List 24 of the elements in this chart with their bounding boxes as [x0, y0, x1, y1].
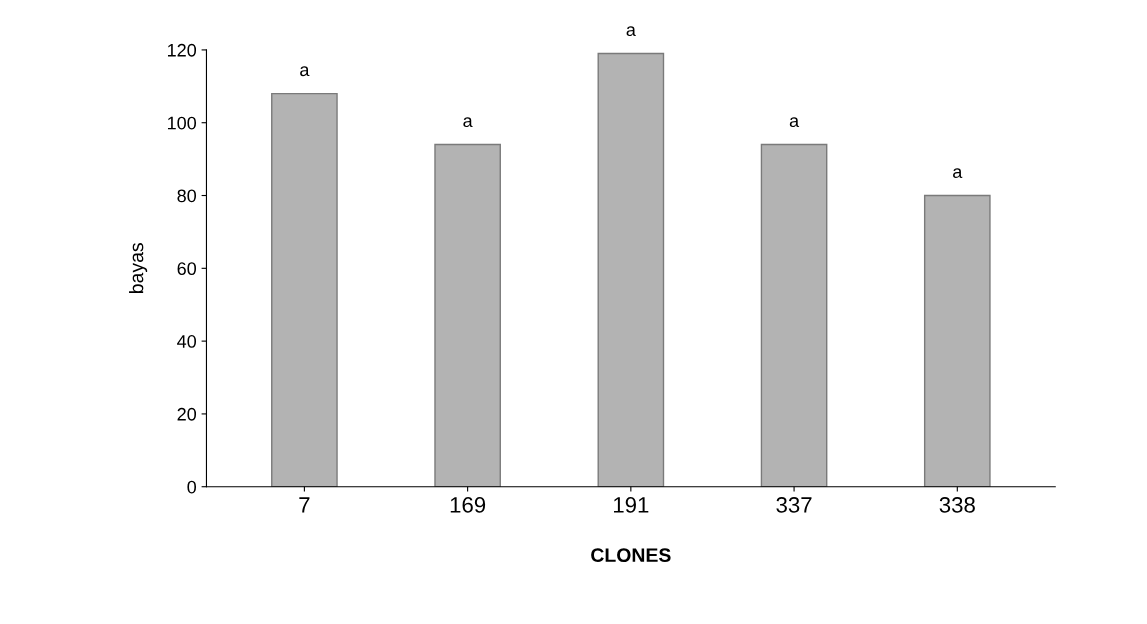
bar: [923, 194, 991, 487]
y-tick-label: 40: [177, 335, 197, 348]
x-axis-title: CLONES: [591, 548, 671, 562]
bar: [434, 143, 501, 487]
y-tick-label: 120: [167, 43, 197, 57]
y-tick-label: 80: [177, 189, 197, 203]
y-tick-label: 0: [187, 480, 197, 494]
y-tick-label: 100: [167, 116, 197, 130]
x-tick-label: 7: [299, 497, 310, 513]
x-tick-label: 337: [776, 497, 812, 513]
annotation: a: [463, 117, 473, 128]
annotation: a: [953, 168, 963, 179]
y-tick-label: 60: [177, 262, 197, 276]
y-axis-title: bayas: [129, 243, 148, 294]
bar: [760, 143, 828, 487]
bar: [271, 92, 338, 487]
y-tick-label: 20: [177, 407, 197, 421]
x-tick-label: 191: [614, 497, 649, 513]
annotation: a: [626, 26, 636, 37]
x-tick-label: 338: [939, 497, 975, 513]
annotation: a: [300, 66, 310, 77]
bar: [597, 52, 665, 487]
annotation: a: [789, 117, 800, 128]
x-tick-label: 169: [450, 497, 486, 513]
